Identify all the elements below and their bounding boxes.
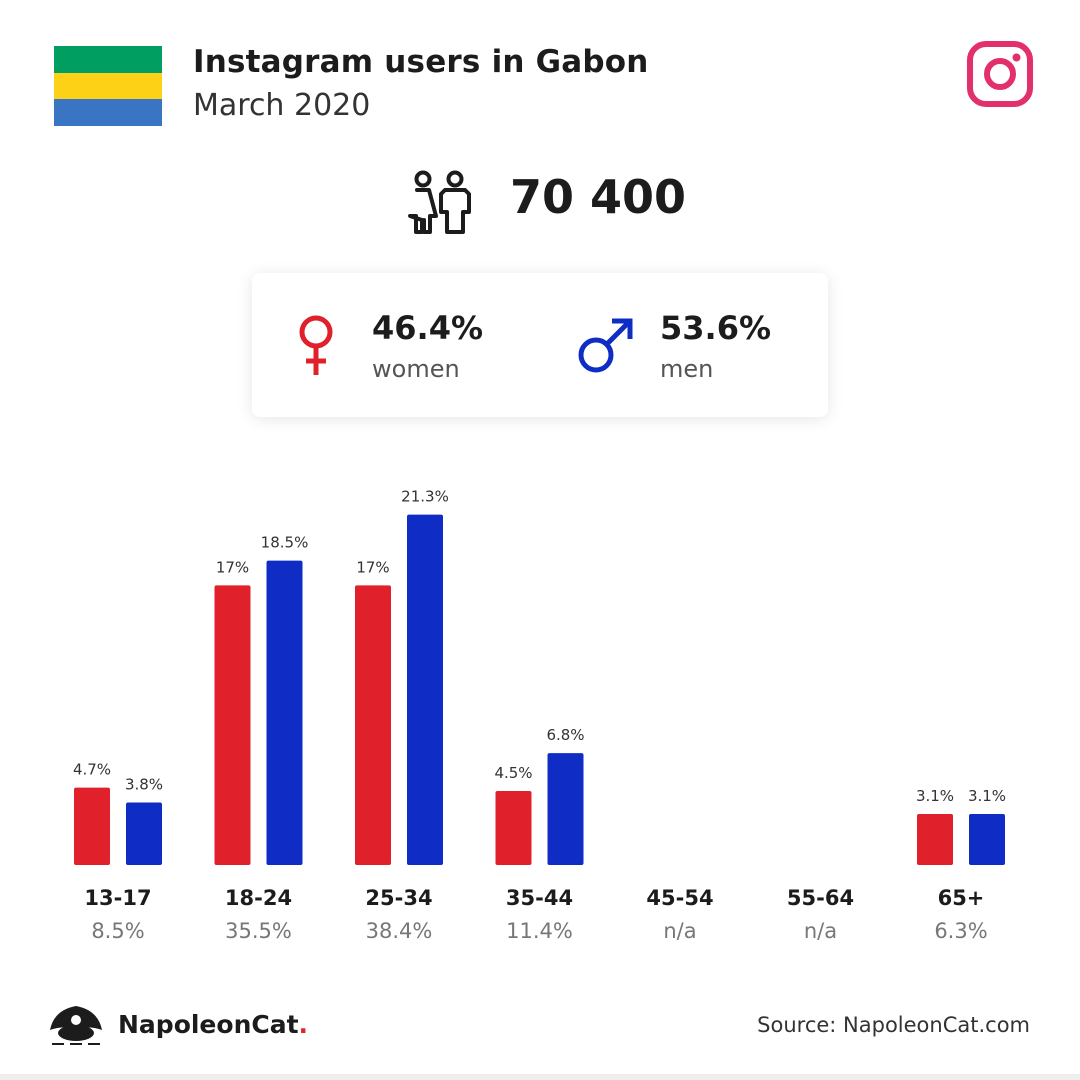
women-percentage: 46.4% — [372, 309, 484, 347]
bar-value-label: 3.8% — [125, 775, 163, 793]
flag-stripe-blue — [54, 99, 162, 126]
category-label: 45-54 — [646, 886, 713, 910]
male-icon — [578, 318, 633, 373]
bar-25-34-series-1 — [355, 585, 391, 865]
bar-25-34-series-2 — [407, 514, 443, 865]
flag-stripe-green — [54, 46, 162, 73]
category-label: 13-17 — [84, 886, 151, 910]
bottom-divider — [0, 1074, 1080, 1080]
source-note: Source: NapoleonCat.com — [757, 1013, 1030, 1037]
bar-value-label: 17% — [356, 558, 389, 576]
bar-value-label: 6.8% — [546, 726, 584, 744]
men-percentage: 53.6% — [660, 309, 772, 347]
category-total: 8.5% — [91, 919, 144, 943]
page-title: Instagram users in Gabon — [193, 44, 649, 80]
category-total: 11.4% — [506, 919, 573, 943]
bar-value-label: 4.5% — [494, 764, 532, 782]
category-total: n/a — [663, 919, 696, 943]
category-label: 65+ — [938, 886, 985, 910]
bar-13-17-series-1 — [74, 787, 110, 865]
bar-value-label: 3.1% — [968, 787, 1006, 805]
page-subtitle: March 2020 — [193, 88, 371, 123]
bar-value-label: 17% — [216, 558, 249, 576]
category-total: n/a — [804, 919, 837, 943]
category-label: 18-24 — [225, 886, 292, 910]
age-gender-bar-chart: 4.7% 3.8% 13-17 8.5% 17% 18.5% 18-24 35.5% 17% 21… — [73, 488, 1006, 943]
flag-stripe-yellow — [54, 72, 162, 100]
gabon-flag — [54, 46, 162, 126]
men-label: men — [660, 355, 714, 383]
bar-18-24-series-1 — [214, 585, 251, 865]
category-total: 35.5% — [225, 919, 292, 943]
bar-value-label: 4.7% — [73, 761, 111, 779]
bar-value-label: 3.1% — [916, 787, 954, 805]
brand-name: NapoleonCat. — [118, 1010, 309, 1039]
people-icon — [408, 170, 471, 234]
bar-35-44-series-2 — [547, 753, 584, 865]
bar-65+-series-2 — [969, 814, 1005, 865]
bar-18-24-series-2 — [266, 560, 303, 865]
category-label: 35-44 — [506, 886, 573, 910]
bar-13-17-series-2 — [126, 802, 162, 865]
total-users: 70 400 — [510, 170, 687, 224]
instagram-icon — [967, 41, 1033, 107]
category-label: 55-64 — [787, 886, 854, 910]
category-label: 25-34 — [365, 886, 432, 910]
female-icon — [299, 315, 333, 375]
category-total: 6.3% — [934, 919, 987, 943]
bar-value-label: 18.5% — [261, 534, 309, 552]
bar-65+-series-1 — [917, 814, 953, 865]
gender-card: 46.4% women 53.6% men — [252, 273, 828, 417]
bar-35-44-series-1 — [495, 790, 532, 865]
category-total: 38.4% — [366, 919, 433, 943]
women-label: women — [372, 355, 460, 383]
bar-value-label: 21.3% — [401, 488, 449, 506]
napoleoncat-logo-icon — [50, 1006, 102, 1045]
